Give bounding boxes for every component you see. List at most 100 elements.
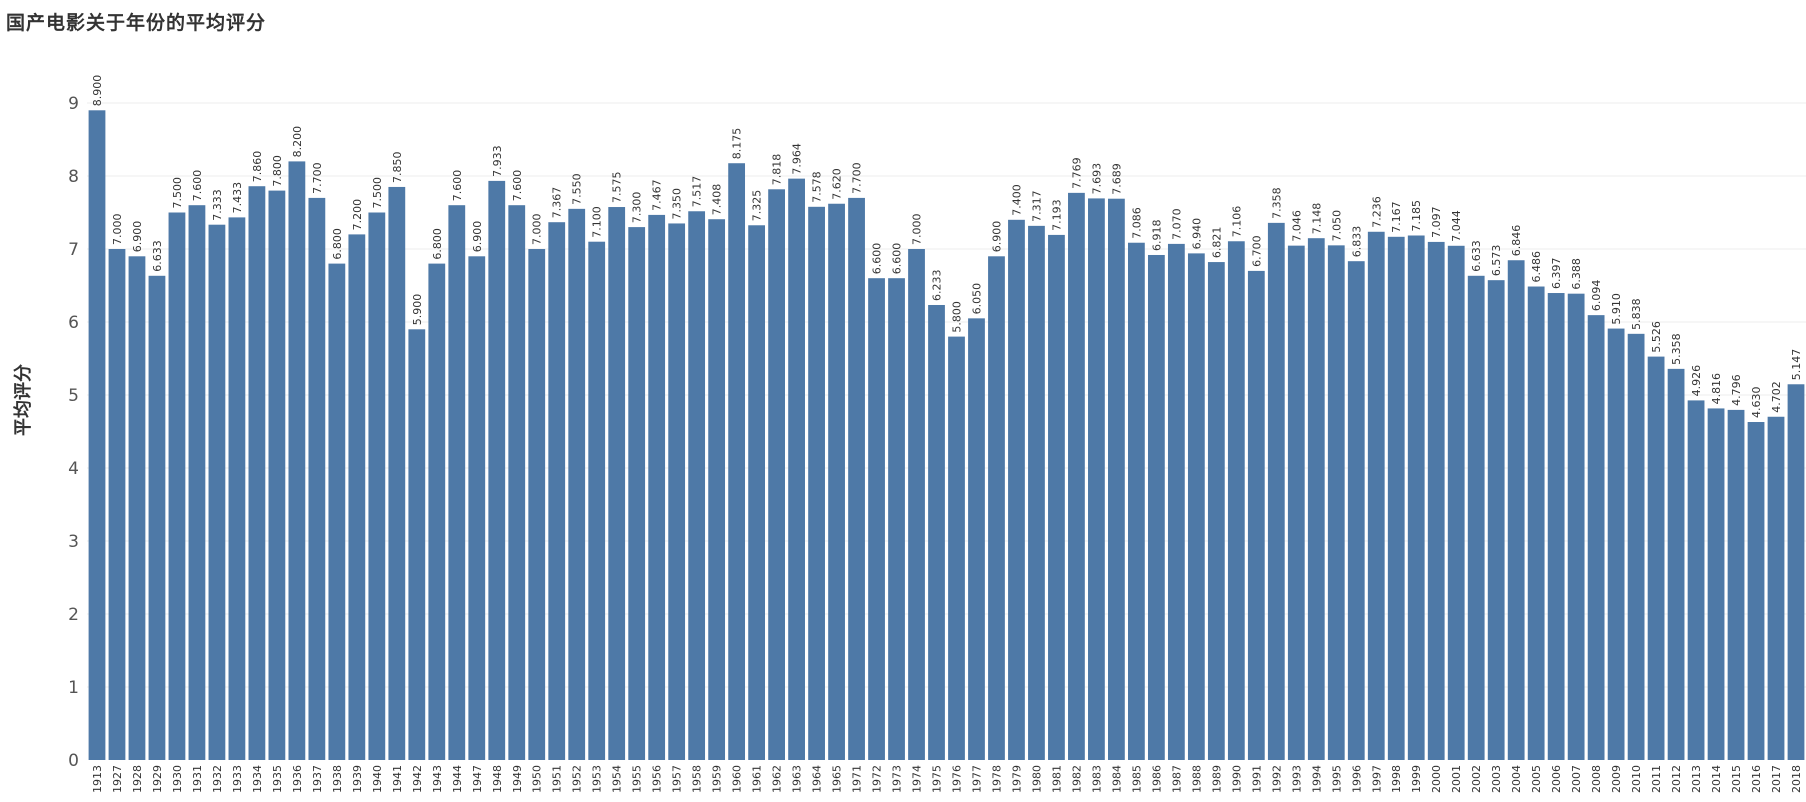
x-tick-label: 2002 (1470, 765, 1483, 793)
x-tick-label: 1974 (911, 765, 924, 793)
x-tick-label: 1932 (211, 765, 224, 793)
bar (1567, 293, 1585, 760)
bar (228, 217, 246, 761)
data-label: 7.317 (1030, 190, 1043, 222)
x-tick-label: 1971 (851, 765, 864, 793)
bar (248, 186, 266, 761)
data-label: 6.486 (1530, 251, 1543, 283)
data-label: 7.097 (1430, 206, 1443, 238)
data-label: 7.044 (1450, 210, 1463, 242)
data-label: 7.193 (1050, 199, 1063, 231)
bar (348, 234, 366, 760)
x-tick-label: 1988 (1190, 765, 1203, 793)
bar (1787, 384, 1805, 760)
data-label: 7.400 (1010, 184, 1023, 216)
x-tick-label: 1940 (371, 765, 384, 793)
bar (1088, 198, 1105, 760)
x-tick-label: 2010 (1630, 765, 1643, 793)
chart-title: 国产电影关于年份的平均评分 (6, 12, 267, 34)
y-axis-ticks: 0 1 2 3 4 5 6 7 8 9 (68, 94, 79, 771)
y-tick-label: 3 (68, 532, 79, 552)
x-tick-label: 1959 (711, 765, 724, 793)
data-label: 5.358 (1670, 333, 1683, 365)
data-label: 5.526 (1650, 321, 1663, 353)
data-label: 7.964 (791, 143, 804, 175)
bar (508, 205, 526, 760)
bar (628, 227, 646, 761)
x-tick-label: 1995 (1330, 765, 1343, 793)
bar (188, 205, 206, 760)
x-tick-label: 2003 (1490, 765, 1503, 793)
bar (728, 163, 746, 761)
bar (1347, 261, 1365, 760)
bar (1108, 198, 1125, 760)
y-tick-label: 6 (68, 313, 79, 333)
y-tick-label: 4 (68, 459, 79, 479)
x-tick-label: 1957 (671, 765, 684, 793)
x-tick-label: 1963 (791, 765, 804, 793)
bar (708, 219, 726, 760)
data-label: 7.325 (751, 190, 764, 222)
bar (148, 275, 166, 760)
data-label: 5.838 (1630, 298, 1643, 330)
y-tick-label: 0 (68, 751, 79, 771)
bar (868, 278, 885, 760)
x-tick-label: 1985 (1130, 765, 1143, 793)
x-tick-label: 2016 (1750, 765, 1763, 793)
data-label: 7.070 (1170, 208, 1183, 240)
data-label: 6.833 (1350, 226, 1363, 258)
bar (528, 249, 546, 760)
data-label: 6.700 (1250, 235, 1263, 267)
bar (1587, 315, 1605, 760)
x-tick-label: 2018 (1790, 765, 1803, 793)
data-label: 6.900 (131, 221, 144, 253)
bar (1707, 408, 1725, 760)
bar (1127, 242, 1145, 761)
x-tick-label: 1949 (511, 765, 524, 793)
data-label: 6.600 (891, 243, 904, 275)
x-tick-label: 1931 (191, 765, 204, 793)
data-label: 6.900 (471, 221, 484, 253)
bar (488, 180, 506, 761)
bar (428, 263, 446, 760)
x-tick-label: 2014 (1710, 765, 1723, 793)
data-label: 7.350 (671, 188, 684, 220)
x-tick-label: 1961 (751, 765, 764, 793)
bar (448, 205, 466, 760)
x-tick-label: 2017 (1770, 765, 1783, 793)
data-label: 7.106 (1230, 206, 1243, 238)
x-tick-label: 2013 (1690, 765, 1703, 793)
data-label: 6.800 (331, 228, 344, 260)
data-label: 6.633 (1470, 240, 1483, 272)
x-tick-label: 1948 (491, 765, 504, 793)
x-tick-label: 1986 (1150, 765, 1163, 793)
x-tick-label: 1930 (171, 765, 184, 793)
x-tick-label: 1933 (231, 765, 244, 793)
data-label: 7.600 (451, 170, 464, 202)
bar (128, 256, 146, 760)
data-label: 6.900 (990, 221, 1003, 253)
bar (948, 336, 965, 760)
data-label: 6.846 (1510, 225, 1523, 257)
x-tick-label: 1972 (871, 765, 884, 793)
data-label: 8.200 (291, 126, 304, 158)
data-label: 7.167 (1390, 201, 1403, 233)
x-tick-label: 1928 (131, 765, 144, 793)
bar (1687, 400, 1705, 760)
bar (1307, 238, 1325, 761)
bar (1507, 260, 1525, 760)
bar (988, 256, 1005, 760)
x-tick-label: 1964 (811, 765, 824, 793)
bar (1747, 422, 1765, 760)
x-tick-label: 1943 (431, 765, 444, 793)
x-tick-label: 2006 (1550, 765, 1563, 793)
x-tick-label: 1975 (931, 765, 944, 793)
x-tick-label: 1991 (1250, 765, 1263, 793)
x-tick-label: 1947 (471, 765, 484, 793)
data-label: 7.800 (271, 155, 284, 187)
bar (748, 225, 766, 760)
x-tick-label: 1983 (1090, 765, 1103, 793)
x-tick-label: 1980 (1030, 765, 1043, 793)
bar (1627, 333, 1645, 760)
